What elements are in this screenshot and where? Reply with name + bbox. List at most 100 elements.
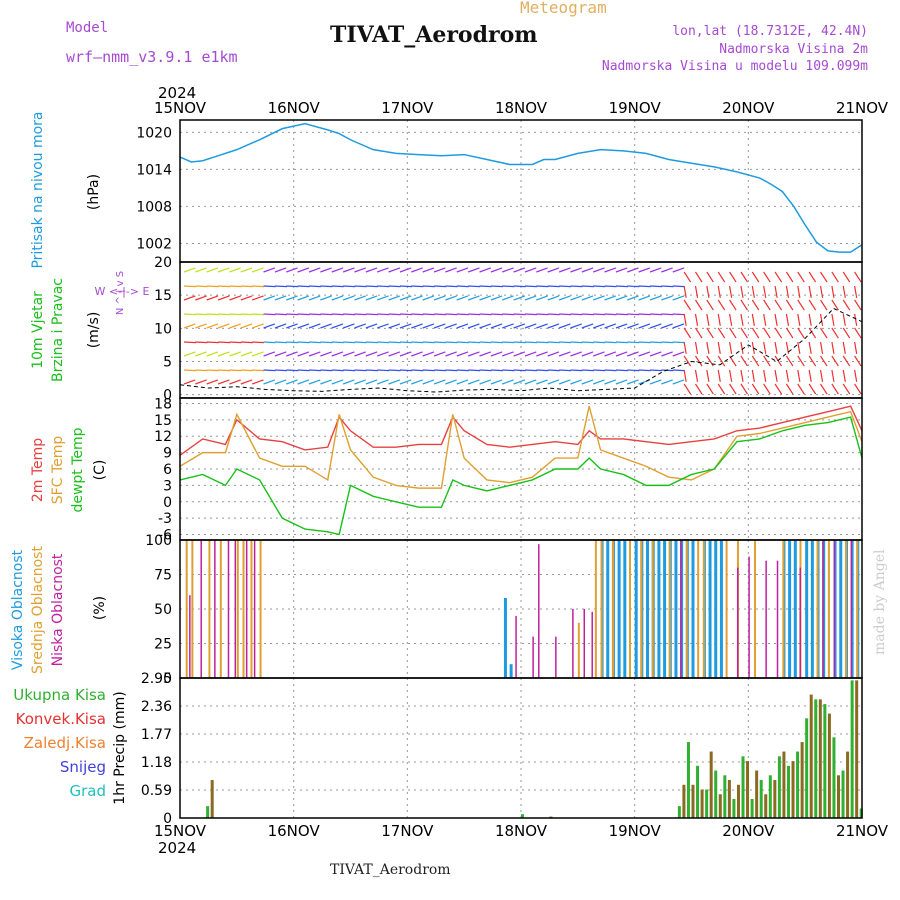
wind-arrow bbox=[286, 285, 299, 288]
wind-arrow bbox=[251, 295, 264, 301]
wind-arrow bbox=[570, 369, 583, 372]
sfc-temp-line bbox=[179, 406, 863, 489]
wind-arrow bbox=[683, 355, 692, 367]
wind-speed-line bbox=[179, 307, 863, 393]
wind-arrow bbox=[593, 341, 606, 344]
compass-h: W <-|-> E bbox=[95, 285, 150, 298]
wind-arrow bbox=[797, 327, 805, 339]
wind-arrow bbox=[411, 323, 423, 329]
wind-arrow bbox=[297, 267, 310, 273]
wind-arrow bbox=[558, 379, 571, 385]
wind-arrow bbox=[604, 369, 617, 372]
wind-arrow bbox=[183, 379, 196, 385]
wind-arrow bbox=[434, 285, 447, 288]
wind-arrow bbox=[377, 285, 390, 288]
wind-unit: (m/s) bbox=[86, 312, 102, 349]
wind-arrow bbox=[411, 267, 423, 273]
y-tick-label: -3 bbox=[158, 511, 172, 527]
cloud-bar bbox=[708, 540, 712, 678]
wind-arrow bbox=[593, 285, 606, 288]
wind-arrow bbox=[229, 285, 242, 288]
wind-arrow bbox=[740, 369, 744, 382]
wind-arrow bbox=[627, 313, 640, 316]
wind-arrow bbox=[399, 313, 412, 316]
wind-arrow bbox=[763, 327, 771, 339]
meteogram-label: Meteogram bbox=[520, 0, 607, 17]
wind-arrow bbox=[581, 369, 594, 372]
wind-arrow bbox=[445, 285, 458, 288]
wind-arrow bbox=[717, 313, 721, 326]
wind-arrow bbox=[661, 267, 673, 273]
wind-arrow bbox=[751, 369, 755, 382]
wind-arrow bbox=[320, 351, 332, 357]
wind-arrow bbox=[797, 383, 805, 395]
cloud-bar bbox=[200, 540, 202, 678]
precip-bar bbox=[809, 694, 813, 818]
model-label: Model bbox=[66, 20, 109, 36]
wind-arrow bbox=[706, 355, 714, 367]
wind-arrow bbox=[240, 313, 253, 316]
cloud-bar bbox=[805, 540, 809, 678]
wind-arrow bbox=[649, 379, 662, 385]
wind-arrow bbox=[240, 267, 253, 273]
wind-arrow bbox=[308, 267, 321, 273]
wind-arrow bbox=[183, 369, 197, 372]
cloud-bar bbox=[572, 609, 574, 678]
wind-arrow bbox=[717, 369, 721, 382]
wind-arrow bbox=[195, 323, 207, 329]
wind-arrow bbox=[694, 313, 699, 326]
wind-arrow bbox=[513, 285, 526, 288]
wind-arrow bbox=[740, 285, 744, 298]
precip-bar bbox=[855, 680, 859, 818]
wind-arrow bbox=[388, 341, 401, 344]
wind-arrow bbox=[433, 267, 446, 273]
cloud-bar bbox=[776, 560, 779, 678]
wind-arrow bbox=[365, 379, 378, 385]
wind-arrow bbox=[206, 379, 219, 385]
wind-arrow bbox=[354, 351, 366, 357]
wind-arrow bbox=[229, 295, 241, 301]
precip-bar bbox=[732, 799, 736, 818]
wind-arrow bbox=[751, 299, 760, 311]
wind-arrow bbox=[502, 295, 514, 301]
wind-arrow bbox=[661, 295, 673, 301]
wind-arrow bbox=[206, 295, 219, 301]
wind-arrow bbox=[399, 295, 412, 301]
wind-arrow bbox=[831, 299, 839, 311]
wind-arrow bbox=[694, 285, 699, 298]
wind-arrow bbox=[808, 355, 817, 367]
precip-bar bbox=[682, 784, 686, 818]
wind-arrow bbox=[581, 285, 594, 288]
wind-arrow bbox=[365, 341, 378, 344]
wind-arrow bbox=[263, 313, 276, 316]
wind-arrow bbox=[377, 341, 390, 344]
wind-arrow bbox=[536, 379, 548, 385]
wind-arrow bbox=[445, 379, 457, 385]
cloud-bar bbox=[748, 556, 750, 678]
cloud-bar bbox=[651, 540, 654, 678]
wind-arrow bbox=[502, 323, 514, 329]
wind-arrow bbox=[785, 327, 794, 339]
wind-arrow bbox=[683, 271, 692, 283]
wind-arrow bbox=[377, 313, 390, 316]
wind-arrow bbox=[615, 369, 628, 372]
wind-arrow bbox=[785, 299, 794, 311]
wind-arrow bbox=[581, 341, 594, 344]
wind-arrow bbox=[354, 379, 366, 385]
wind-arrow bbox=[490, 379, 503, 385]
wind-arrow bbox=[558, 267, 571, 273]
wind-arrow bbox=[831, 271, 839, 283]
cloud-bar bbox=[227, 540, 230, 678]
wind-arrow bbox=[274, 369, 287, 372]
wind-arrow bbox=[331, 379, 344, 385]
wind-arrows bbox=[183, 267, 862, 395]
wind-arrow bbox=[308, 351, 321, 357]
wind-arrow bbox=[195, 285, 208, 288]
wind-arrow bbox=[513, 267, 526, 273]
wind-arrow bbox=[729, 271, 737, 283]
cloud-bar bbox=[674, 540, 678, 678]
wind-arrow bbox=[558, 323, 571, 329]
wind-arrow bbox=[297, 379, 310, 385]
wind-arrow bbox=[456, 351, 469, 357]
